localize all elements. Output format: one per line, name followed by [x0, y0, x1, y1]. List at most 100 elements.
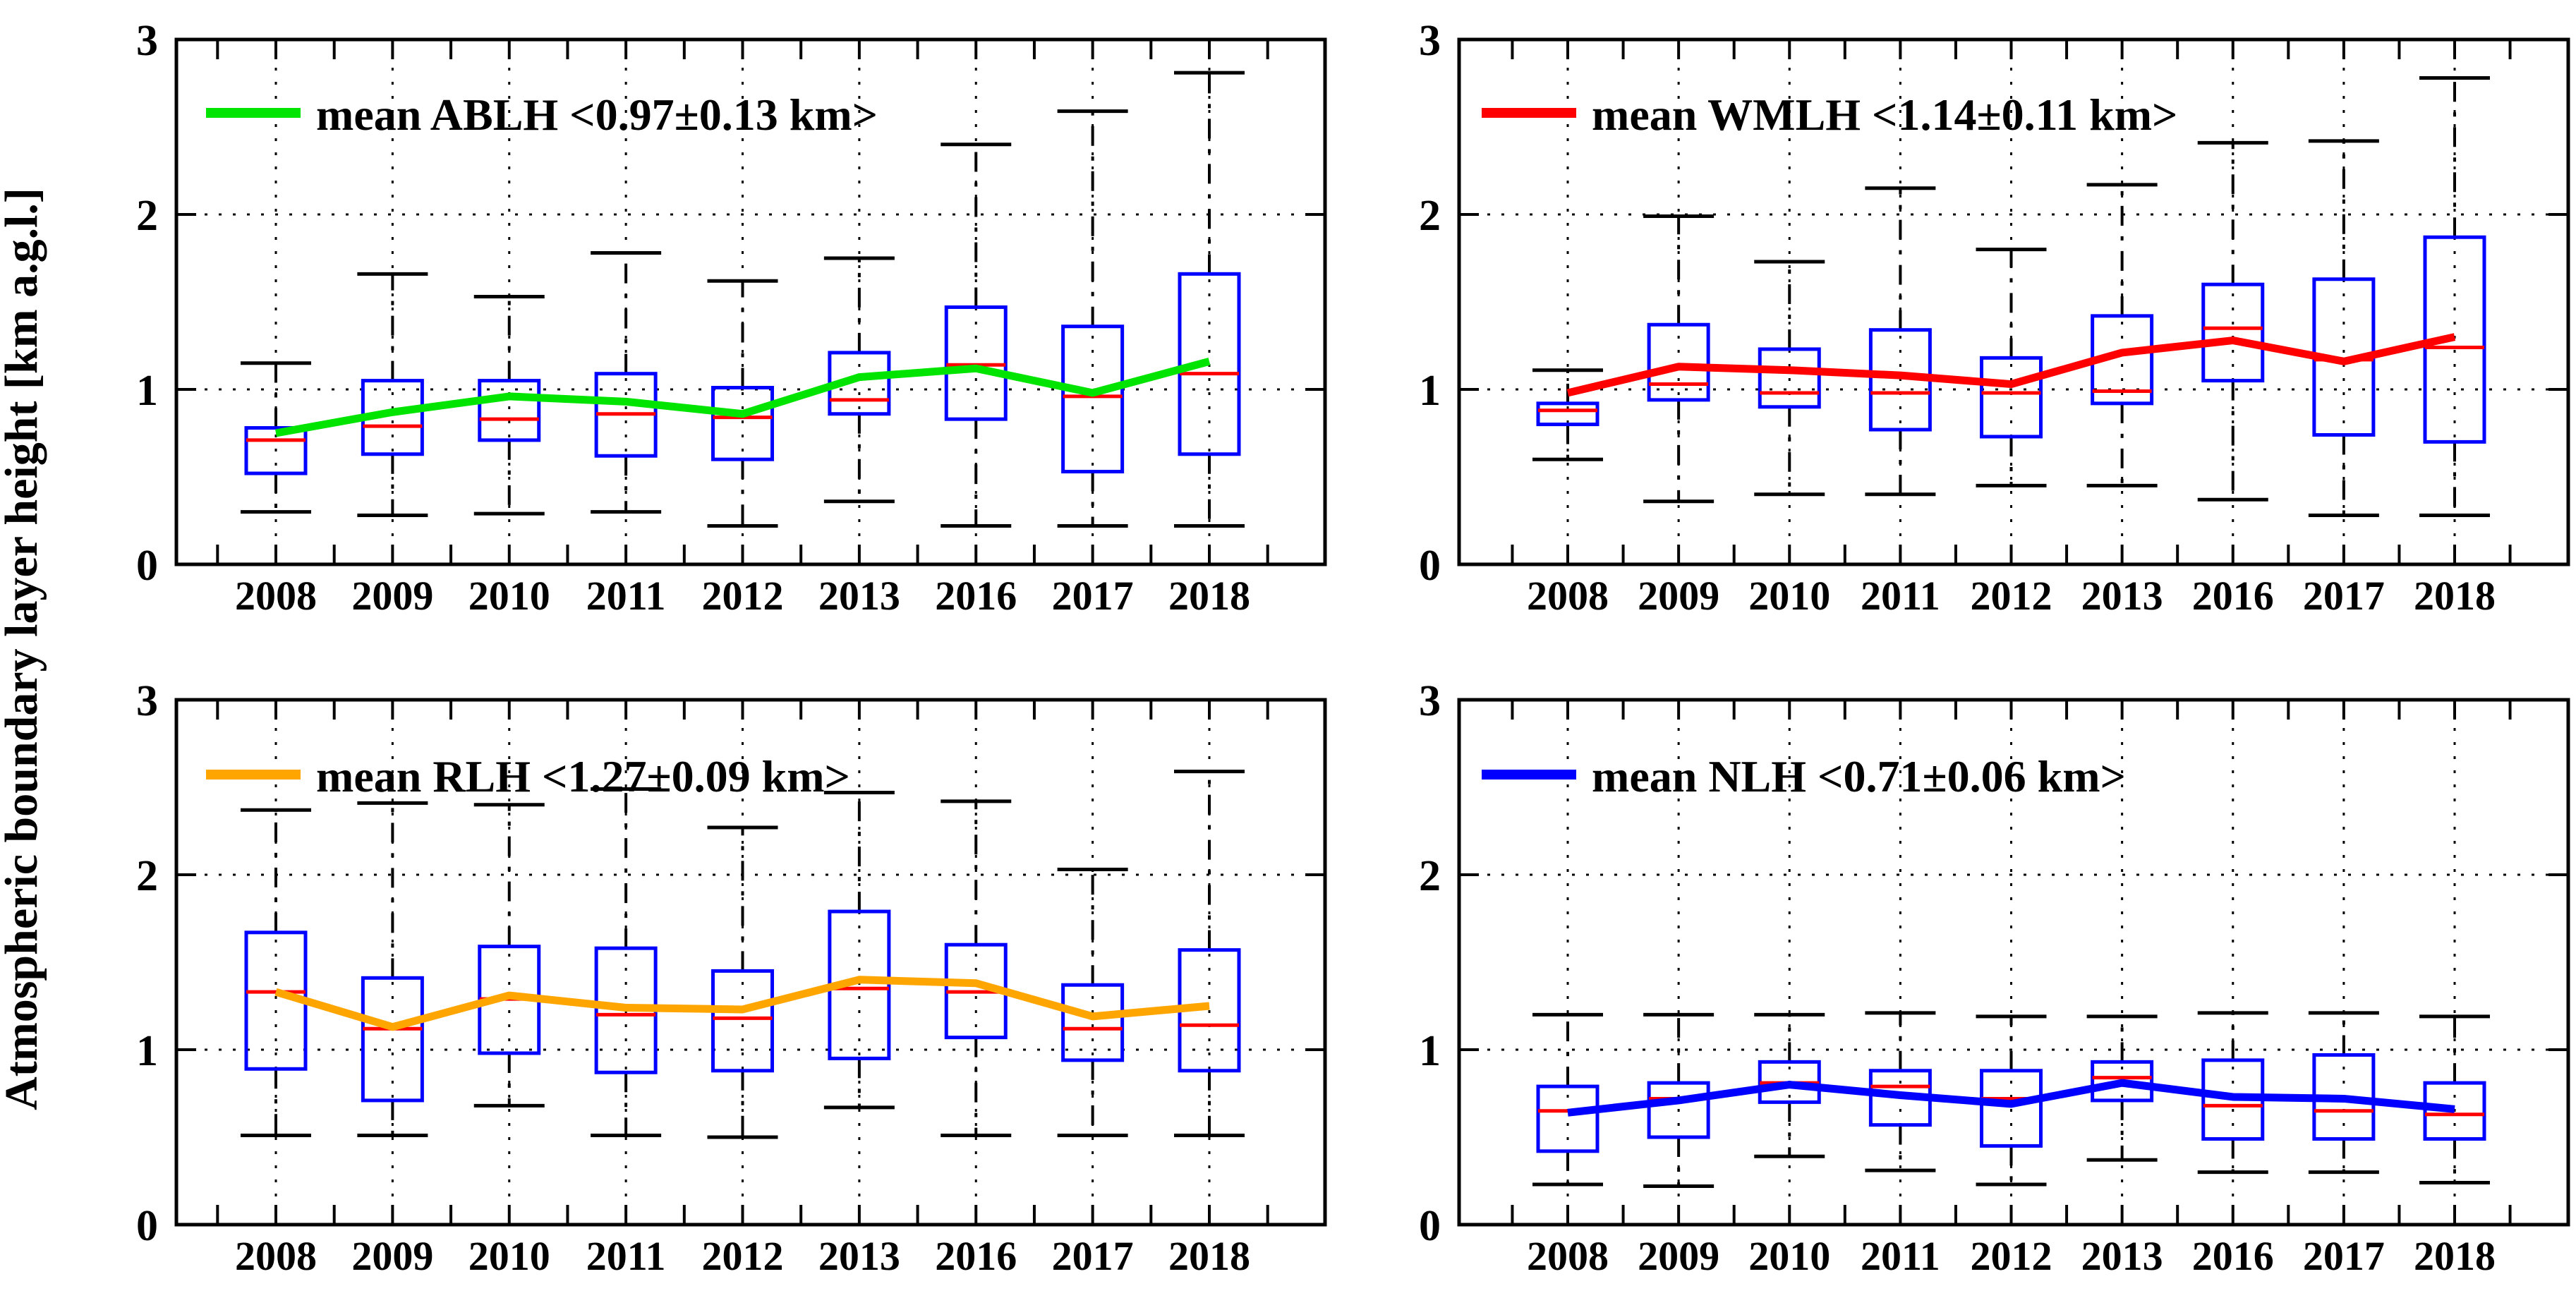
iqr-box — [1647, 322, 1710, 402]
x-tick-label: 2011 — [586, 573, 666, 619]
iqr-box — [1758, 347, 1821, 409]
x-tick-label: 2018 — [1168, 1233, 1250, 1279]
x-tick-label: 2009 — [351, 1233, 433, 1279]
mean-line — [1567, 1079, 2455, 1117]
iqr-box — [1178, 272, 1241, 456]
x-tick-label: 2010 — [1748, 573, 1830, 619]
legend-label: mean ABLH <0.97±0.13 km> — [316, 90, 878, 140]
y-tick-label: 2 — [136, 852, 158, 900]
box-2010 — [473, 295, 545, 516]
y-tick-label: 2 — [136, 192, 158, 240]
iqr-box — [1536, 1084, 1600, 1153]
x-tick-label: 2013 — [818, 573, 900, 619]
mean-line — [275, 358, 1211, 437]
x-tick-label: 2010 — [468, 1233, 550, 1279]
panel-mean-rlh: mean RLH <1.27±0.09 km> 0 1 2 3 2008 2009 2010 2… — [136, 677, 1327, 1279]
y-axis-label: Atmospheric boundary layer height [km a.… — [0, 188, 47, 1110]
x-tick-label: 2012 — [1971, 1233, 2052, 1279]
x-tick-label: 2012 — [1971, 573, 2052, 619]
x-tick-label: 2009 — [1638, 1233, 1719, 1279]
y-tick-label: 2 — [1419, 192, 1441, 240]
box-2011 — [591, 251, 662, 514]
panel-mean-wmlh: mean WMLH <1.14±0.11 km> 0 1 2 3 2008 2009 2010… — [1419, 17, 2570, 619]
box-2017 — [2308, 1011, 2379, 1175]
x-tick-label: 2012 — [702, 573, 784, 619]
y-tick-label: 1 — [1419, 367, 1441, 415]
box-2017 — [1057, 868, 1128, 1138]
x-tick-label: 2018 — [2414, 1233, 2496, 1279]
box-2008 — [1532, 1012, 1603, 1187]
x-tick-label: 2013 — [818, 1233, 900, 1279]
x-tick-label: 2013 — [2081, 573, 2163, 619]
y-tick-label: 0 — [136, 1202, 158, 1250]
box-2008 — [241, 361, 311, 514]
iqr-box — [711, 969, 774, 1073]
y-tick-label: 3 — [136, 17, 158, 65]
box-2012 — [707, 825, 778, 1139]
x-tick-label: 2011 — [1861, 573, 1940, 619]
y-tick-label: 3 — [136, 677, 158, 725]
x-tick-label: 2017 — [1052, 1233, 1134, 1279]
x-tick-label: 2017 — [1052, 573, 1134, 619]
iqr-box — [478, 379, 541, 442]
box-2011 — [591, 787, 662, 1138]
iqr-box — [1980, 356, 2043, 439]
x-tick-label: 2008 — [1527, 1233, 1609, 1279]
box-2018 — [2419, 76, 2490, 518]
iqr-box — [244, 426, 308, 475]
x-tick-label: 2016 — [2192, 1233, 2274, 1279]
y-tick-label: 3 — [1419, 677, 1441, 725]
iqr-box — [361, 976, 424, 1103]
x-tick-label: 2012 — [702, 1233, 784, 1279]
iqr-box — [2091, 1060, 2154, 1103]
x-tick-label: 2011 — [1861, 1233, 1940, 1279]
iqr-box — [1061, 324, 1125, 474]
box-2018 — [2419, 1014, 2490, 1184]
x-tick-label: 2008 — [1527, 573, 1609, 619]
plot-frame — [1457, 37, 2570, 566]
plot-frame — [174, 698, 1327, 1227]
box-2013 — [823, 790, 895, 1110]
y-tick-label: 1 — [136, 367, 158, 415]
x-tick-label: 2010 — [1748, 1233, 1830, 1279]
x-tick-label: 2016 — [935, 1233, 1017, 1279]
legend: mean WMLH <1.14±0.11 km> — [1482, 90, 2177, 140]
iqr-box — [711, 386, 774, 461]
panel-mean-ablh: mean ABLH <0.97±0.13 km> 0 1 2 3 2008 2009 2010… — [136, 17, 1327, 619]
x-tick-label: 2008 — [235, 1233, 317, 1279]
y-tick-label: 2 — [1419, 852, 1441, 900]
iqr-box — [1061, 983, 1125, 1062]
plot-frame — [1457, 698, 2570, 1227]
box-2009 — [357, 801, 428, 1138]
x-tick-label: 2018 — [1168, 573, 1250, 619]
box-2013 — [2086, 1014, 2158, 1162]
x-tick-label: 2017 — [2303, 1233, 2385, 1279]
legend-label: mean RLH <1.27±0.09 km> — [316, 751, 850, 801]
box-2011 — [1865, 186, 1936, 497]
y-axis-label-group: Atmospheric boundary layer height [km a.… — [0, 188, 47, 1110]
iqr-box — [1536, 401, 1600, 427]
x-tick-label: 2016 — [935, 573, 1017, 619]
box-2008 — [1532, 368, 1603, 461]
legend-label: mean NLH <0.71±0.06 km> — [1592, 751, 2126, 801]
mean-line — [1566, 333, 2456, 397]
x-tick-label: 2010 — [468, 573, 550, 619]
y-tick-label: 1 — [136, 1027, 158, 1075]
y-tick-label: 0 — [1419, 542, 1441, 590]
panel-mean-nlh: mean NLH <0.71±0.06 km> 0 1 2 3 2008 2009 2010 2… — [1419, 677, 2570, 1279]
box-2018 — [1174, 71, 1245, 528]
mean-line — [274, 976, 1210, 1031]
box-2011 — [1865, 1011, 1936, 1172]
legend-label: mean WMLH <1.14±0.11 km> — [1592, 90, 2177, 140]
x-tick-label: 2008 — [235, 573, 317, 619]
box-2009 — [1643, 214, 1715, 504]
iqr-box — [2423, 1081, 2486, 1141]
box-2008 — [241, 808, 311, 1138]
y-tick-label: 1 — [1419, 1027, 1441, 1075]
y-tick-label: 0 — [136, 542, 158, 590]
legend: mean RLH <1.27±0.09 km> — [206, 751, 850, 801]
box-2017 — [1057, 109, 1128, 528]
box-2016 — [2197, 140, 2268, 502]
